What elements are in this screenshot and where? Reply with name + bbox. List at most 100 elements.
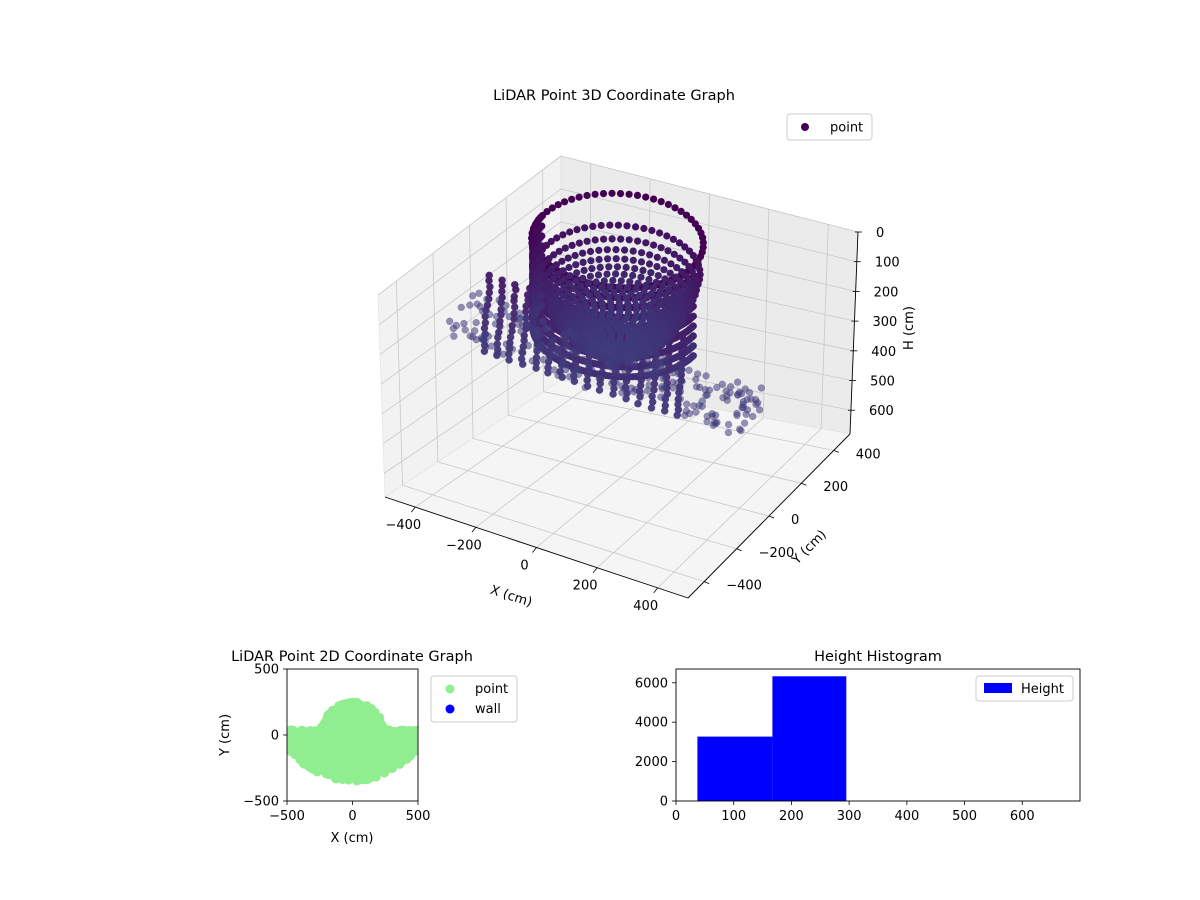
scatter-point-3d [681, 258, 689, 266]
scatter-point-3d [653, 253, 661, 261]
grid-line-y [508, 414, 802, 484]
scatter-point-3d [524, 342, 532, 350]
scatter-point-3d [590, 328, 598, 336]
scatter-point-3d [656, 229, 664, 237]
scatter-point-3d [665, 301, 673, 309]
z-axis-line [849, 231, 859, 435]
scatter-point-3d [698, 397, 706, 405]
scatter-point-3d [565, 328, 574, 336]
scatter-point-3d [713, 383, 721, 392]
scatter-point-2d [360, 727, 370, 737]
scatter-point-3d [555, 247, 563, 255]
scatter-point-3d [580, 266, 588, 274]
scatter-point-2d [299, 726, 309, 736]
scatter-point-3d [705, 386, 714, 394]
scatter-point-3d [528, 357, 536, 365]
chart-histogram: Height Histogram 0 100 200 300 400 500 6000200… [635, 649, 1081, 824]
scatter-point-3d [624, 283, 632, 292]
scatter-point-3d [554, 371, 562, 379]
grid-line-z [560, 188, 857, 263]
x-tick-label-histogram: 200 [779, 809, 804, 824]
grid-line-x [820, 224, 829, 429]
scatter-point-3d [740, 419, 749, 427]
grid-line-y [469, 225, 474, 439]
scatter-point-3d [662, 353, 670, 362]
scatter-point-3d [675, 239, 684, 247]
z-tick-label-3d: 600 [869, 404, 894, 419]
scatter-point-3d [606, 283, 614, 291]
scatter-point-3d [502, 301, 510, 310]
y-tick-3d [801, 482, 807, 486]
grid-line-z [377, 155, 562, 296]
scatter-point-3d [678, 377, 686, 386]
scatter-point-3d [621, 368, 629, 376]
scatter-point-3d [612, 270, 620, 278]
scatter-point-3d [663, 232, 671, 240]
ticks-3d: −400 −200 0 200 400 −400 −200 0 200 400 0 100 200 300… [385, 226, 899, 614]
scatter-point-3d [581, 383, 589, 392]
scatter-point-3d [632, 223, 640, 231]
scatter-point-3d [505, 312, 513, 321]
x-tick-label-3d: −400 [385, 518, 421, 533]
scatter-point-2d [329, 766, 339, 776]
scatter-point-3d [685, 366, 693, 374]
scatter-point-3d [676, 360, 684, 368]
scatter-point-3d [689, 332, 697, 340]
y-tick-label-3d: 400 [856, 447, 881, 462]
scatter-point-3d [696, 383, 704, 391]
scatter-point-3d [595, 255, 603, 264]
scatter-point-3d [682, 407, 690, 415]
scatter-point-3d [584, 313, 592, 321]
scatter-point-2d [367, 760, 377, 770]
scatter-point-3d [642, 239, 650, 247]
scatter-point-3d [511, 285, 520, 294]
scatter-point-3d [620, 384, 628, 393]
scatter-point-3d [630, 361, 638, 370]
scatter-point-3d [666, 269, 674, 277]
scatter-point-3d [517, 327, 525, 335]
scatter-point-3d [566, 228, 574, 236]
scatter-point-3d [482, 330, 490, 338]
scatter-point-3d [466, 301, 474, 309]
scatter-point-3d [591, 190, 599, 198]
scatter-point-3d [579, 274, 587, 282]
scatter-point-3d [547, 237, 555, 246]
scatter-point-3d [650, 368, 659, 376]
y-axis-label-2d: Y (cm) [218, 714, 233, 757]
chart-2d-title: LiDAR Point 2D Coordinate Graph [231, 649, 473, 665]
scatter-point-3d [500, 307, 508, 316]
scatter-point-3d [670, 289, 678, 298]
scatter-point-3d [626, 278, 634, 286]
scatter-point-2d [406, 737, 415, 747]
legend-2d-label-point: point [475, 682, 508, 697]
scatter-point-3d [572, 261, 580, 269]
x-tick-3d [592, 567, 598, 573]
scatter-point-3d [587, 349, 595, 357]
scatter-point-3d [645, 275, 653, 284]
scatter-point-2d [317, 761, 327, 771]
grid-line-y [472, 438, 770, 517]
scatter-point-3d [594, 271, 603, 279]
scatter-point-3d [622, 294, 631, 302]
scatter-point-3d [573, 269, 581, 277]
scatter-point-3d [548, 204, 556, 212]
chart-3d-title: LiDAR Point 3D Coordinate Graph [493, 88, 735, 104]
scatter-point-3d [516, 314, 525, 322]
scatter-point-3d [664, 247, 672, 255]
y-tick-label-histogram: 6000 [635, 676, 668, 691]
scatter-point-3d [640, 304, 648, 312]
scatter-point-3d [592, 278, 600, 286]
scatter-point-2d [290, 750, 300, 760]
x-tick-label-2d: 500 [406, 809, 431, 824]
scatter-point-3d [620, 270, 628, 278]
scatter-point-3d [572, 277, 580, 285]
grid-line-x [705, 193, 710, 408]
scatter-point-3d [646, 312, 655, 320]
scatter-point-3d [657, 244, 665, 252]
scatter-point-3d [538, 232, 546, 240]
x-tick-label-2d: 0 [348, 809, 356, 824]
scatter-point-3d [637, 389, 645, 398]
x-tick-label-3d: 0 [520, 559, 528, 574]
scatter-point-3d [554, 201, 562, 209]
